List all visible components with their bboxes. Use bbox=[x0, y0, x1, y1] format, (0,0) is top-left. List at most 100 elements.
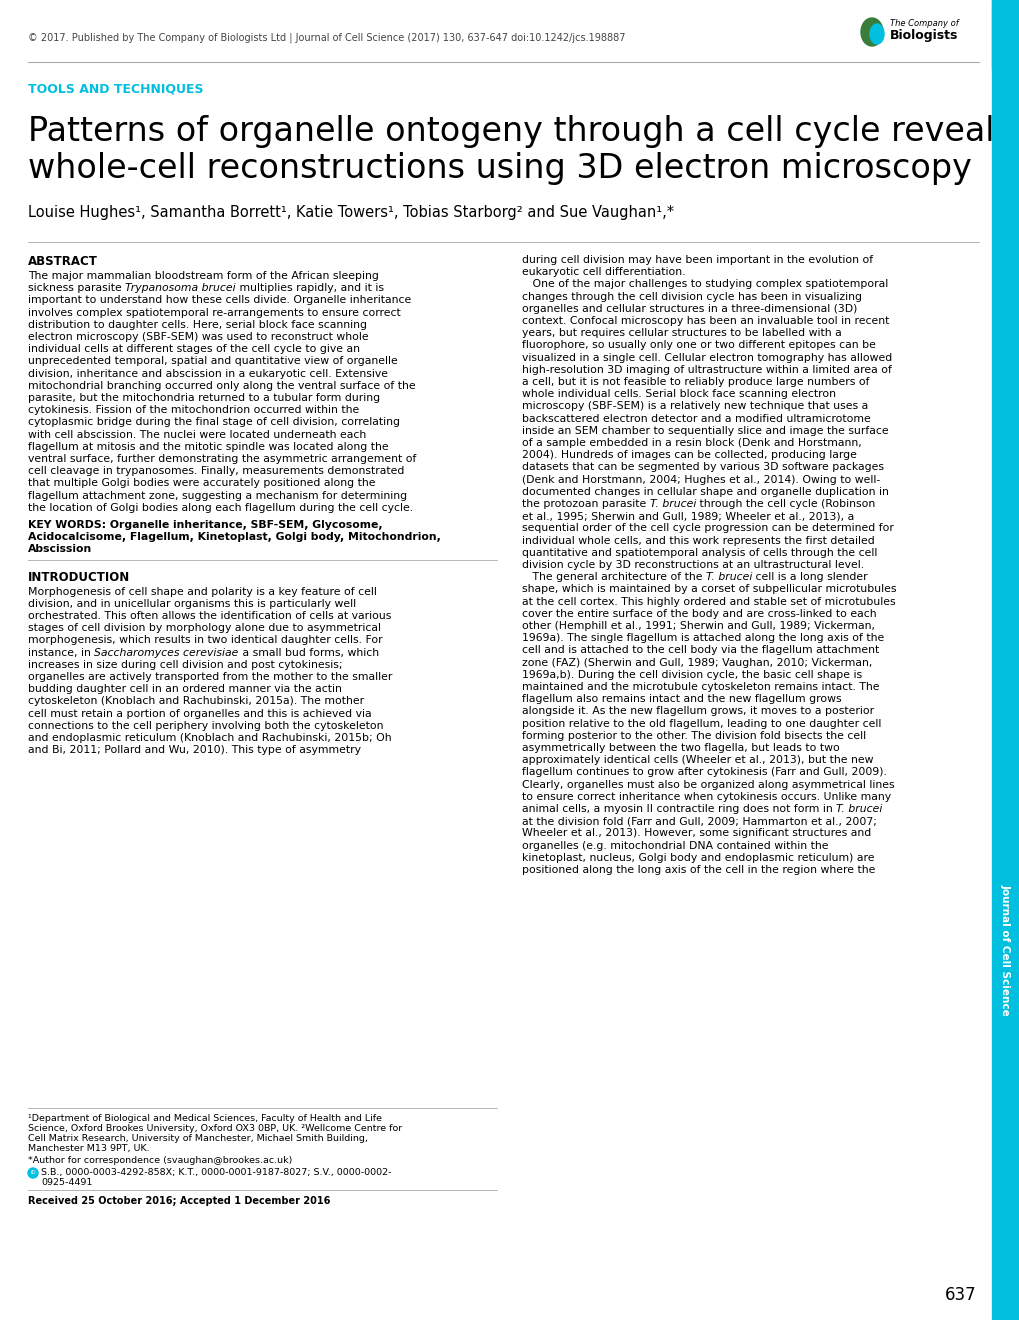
Text: years, but requires cellular structures to be labelled with a: years, but requires cellular structures … bbox=[522, 329, 841, 338]
Text: organelles (e.g. mitochondrial DNA contained within the: organelles (e.g. mitochondrial DNA conta… bbox=[522, 841, 827, 850]
Text: cell cleavage in trypanosomes. Finally, measurements demonstrated: cell cleavage in trypanosomes. Finally, … bbox=[28, 466, 404, 477]
Ellipse shape bbox=[860, 18, 882, 46]
Text: 637: 637 bbox=[945, 1286, 976, 1304]
Text: sickness parasite: sickness parasite bbox=[28, 284, 125, 293]
Text: unprecedented temporal, spatial and quantitative view of organelle: unprecedented temporal, spatial and quan… bbox=[28, 356, 397, 367]
Text: documented changes in cellular shape and organelle duplication in: documented changes in cellular shape and… bbox=[522, 487, 888, 496]
Text: flagellum at mitosis and the mitotic spindle was located along the: flagellum at mitosis and the mitotic spi… bbox=[28, 442, 388, 451]
Text: cytoskeleton (Knoblach and Rachubinski, 2015a). The mother: cytoskeleton (Knoblach and Rachubinski, … bbox=[28, 697, 364, 706]
Text: increases in size during cell division and post cytokinesis;: increases in size during cell division a… bbox=[28, 660, 342, 669]
Text: the location of Golgi bodies along each flagellum during the cell cycle.: the location of Golgi bodies along each … bbox=[28, 503, 413, 512]
Text: S.B., 0000-0003-4292-858X; K.T., 0000-0001-9187-8027; S.V., 0000-0002-: S.B., 0000-0003-4292-858X; K.T., 0000-00… bbox=[41, 1168, 391, 1177]
Text: Louise Hughes¹, Samantha Borrett¹, Katie Towers¹, Tobias Starborg² and Sue Vaugh: Louise Hughes¹, Samantha Borrett¹, Katie… bbox=[28, 205, 674, 220]
Text: positioned along the long axis of the cell in the region where the: positioned along the long axis of the ce… bbox=[522, 865, 874, 875]
Text: fluorophore, so usually only one or two different epitopes can be: fluorophore, so usually only one or two … bbox=[522, 341, 875, 350]
Circle shape bbox=[28, 1168, 38, 1177]
Text: whole individual cells. Serial block face scanning electron: whole individual cells. Serial block fac… bbox=[522, 389, 836, 399]
Text: at the division fold (Farr and Gull, 2009; Hammarton et al., 2007;: at the division fold (Farr and Gull, 200… bbox=[522, 816, 876, 826]
Text: *Author for correspondence (svaughan@brookes.ac.uk): *Author for correspondence (svaughan@bro… bbox=[28, 1156, 292, 1166]
Text: mitochondrial branching occurred only along the ventral surface of the: mitochondrial branching occurred only al… bbox=[28, 380, 415, 391]
Text: T. brucei: T. brucei bbox=[836, 804, 881, 814]
Text: with cell abscission. The nuclei were located underneath each: with cell abscission. The nuclei were lo… bbox=[28, 429, 366, 440]
Text: through the cell cycle (Robinson: through the cell cycle (Robinson bbox=[695, 499, 874, 510]
Text: Manchester M13 9PT, UK.: Manchester M13 9PT, UK. bbox=[28, 1144, 150, 1152]
Text: to ensure correct inheritance when cytokinesis occurs. Unlike many: to ensure correct inheritance when cytok… bbox=[522, 792, 891, 801]
Text: Biologists: Biologists bbox=[890, 29, 958, 42]
Text: forming posterior to the other. The division fold bisects the cell: forming posterior to the other. The divi… bbox=[522, 731, 865, 741]
Text: 0925-4491: 0925-4491 bbox=[41, 1177, 93, 1187]
Text: multiplies rapidly, and it is: multiplies rapidly, and it is bbox=[235, 284, 383, 293]
Text: Wheeler et al., 2013). However, some significant structures and: Wheeler et al., 2013). However, some sig… bbox=[522, 829, 870, 838]
Text: involves complex spatiotemporal re-arrangements to ensure correct: involves complex spatiotemporal re-arran… bbox=[28, 308, 400, 318]
Text: TOOLS AND TECHNIQUES: TOOLS AND TECHNIQUES bbox=[28, 82, 204, 95]
Text: Trypanosoma brucei: Trypanosoma brucei bbox=[125, 284, 235, 293]
Text: division cycle by 3D reconstructions at an ultrastructural level.: division cycle by 3D reconstructions at … bbox=[522, 560, 863, 570]
Text: microscopy (SBF-SEM) is a relatively new technique that uses a: microscopy (SBF-SEM) is a relatively new… bbox=[522, 401, 867, 412]
Text: cell is a long slender: cell is a long slender bbox=[752, 572, 867, 582]
Text: 2004). Hundreds of images can be collected, producing large: 2004). Hundreds of images can be collect… bbox=[522, 450, 856, 461]
Text: KEY WORDS: Organelle inheritance, SBF-SEM, Glycosome,: KEY WORDS: Organelle inheritance, SBF-SE… bbox=[28, 520, 382, 531]
Text: eukaryotic cell differentiation.: eukaryotic cell differentiation. bbox=[522, 267, 685, 277]
Text: stages of cell division by morphology alone due to asymmetrical: stages of cell division by morphology al… bbox=[28, 623, 381, 634]
Text: ventral surface, further demonstrating the asymmetric arrangement of: ventral surface, further demonstrating t… bbox=[28, 454, 416, 465]
Text: parasite, but the mitochondria returned to a tubular form during: parasite, but the mitochondria returned … bbox=[28, 393, 380, 403]
Text: kinetoplast, nucleus, Golgi body and endoplasmic reticulum) are: kinetoplast, nucleus, Golgi body and end… bbox=[522, 853, 873, 863]
Text: context. Confocal microscopy has been an invaluable tool in recent: context. Confocal microscopy has been an… bbox=[522, 315, 889, 326]
Text: cover the entire surface of the body and are cross-linked to each: cover the entire surface of the body and… bbox=[522, 609, 875, 619]
Text: connections to the cell periphery involving both the cytoskeleton: connections to the cell periphery involv… bbox=[28, 721, 383, 731]
Text: the protozoan parasite: the protozoan parasite bbox=[522, 499, 649, 510]
Text: T. brucei: T. brucei bbox=[705, 572, 752, 582]
Text: a small bud forms, which: a small bud forms, which bbox=[238, 648, 378, 657]
Text: sequential order of the cell cycle progression can be determined for: sequential order of the cell cycle progr… bbox=[522, 524, 893, 533]
Text: 1969a). The single flagellum is attached along the long axis of the: 1969a). The single flagellum is attached… bbox=[522, 634, 883, 643]
Text: Abscission: Abscission bbox=[28, 544, 92, 554]
Text: morphogenesis, which results in two identical daughter cells. For: morphogenesis, which results in two iden… bbox=[28, 635, 382, 645]
Text: a cell, but it is not feasible to reliably produce large numbers of: a cell, but it is not feasible to reliab… bbox=[522, 378, 868, 387]
Text: individual cells at different stages of the cell cycle to give an: individual cells at different stages of … bbox=[28, 345, 360, 354]
Text: distribution to daughter cells. Here, serial block face scanning: distribution to daughter cells. Here, se… bbox=[28, 319, 367, 330]
Text: changes through the cell division cycle has been in visualizing: changes through the cell division cycle … bbox=[522, 292, 861, 301]
Text: flagellum attachment zone, suggesting a mechanism for determining: flagellum attachment zone, suggesting a … bbox=[28, 491, 407, 500]
Text: The general architecture of the: The general architecture of the bbox=[522, 572, 705, 582]
Text: Clearly, organelles must also be organized along asymmetrical lines: Clearly, organelles must also be organiz… bbox=[522, 780, 894, 789]
Text: that multiple Golgi bodies were accurately positioned along the: that multiple Golgi bodies were accurate… bbox=[28, 478, 375, 488]
Text: animal cells, a myosin II contractile ring does not form in: animal cells, a myosin II contractile ri… bbox=[522, 804, 836, 814]
Text: cell must retain a portion of organelles and this is achieved via: cell must retain a portion of organelles… bbox=[28, 709, 371, 718]
Text: important to understand how these cells divide. Organelle inheritance: important to understand how these cells … bbox=[28, 296, 411, 305]
Text: budding daughter cell in an ordered manner via the actin: budding daughter cell in an ordered mann… bbox=[28, 684, 341, 694]
Text: Saccharomyces cerevisiae: Saccharomyces cerevisiae bbox=[95, 648, 238, 657]
Text: and Bi, 2011; Pollard and Wu, 2010). This type of asymmetry: and Bi, 2011; Pollard and Wu, 2010). Thi… bbox=[28, 746, 361, 755]
Text: Received 25 October 2016; Accepted 1 December 2016: Received 25 October 2016; Accepted 1 Dec… bbox=[28, 1196, 330, 1206]
Text: alongside it. As the new flagellum grows, it moves to a posterior: alongside it. As the new flagellum grows… bbox=[522, 706, 873, 717]
Text: quantitative and spatiotemporal analysis of cells through the cell: quantitative and spatiotemporal analysis… bbox=[522, 548, 876, 558]
Text: The Company of: The Company of bbox=[890, 20, 958, 29]
Text: Science, Oxford Brookes University, Oxford OX3 0BP, UK. ²Wellcome Centre for: Science, Oxford Brookes University, Oxfo… bbox=[28, 1125, 401, 1133]
Text: inside an SEM chamber to sequentially slice and image the surface: inside an SEM chamber to sequentially sl… bbox=[522, 426, 888, 436]
Text: organelles and cellular structures in a three-dimensional (3D): organelles and cellular structures in a … bbox=[522, 304, 857, 314]
Bar bbox=[991, 0, 1019, 1320]
Text: shape, which is maintained by a corset of subpellicular microtubules: shape, which is maintained by a corset o… bbox=[522, 585, 896, 594]
Text: © 2017. Published by The Company of Biologists Ltd | Journal of Cell Science (20: © 2017. Published by The Company of Biol… bbox=[28, 33, 625, 44]
Text: instance, in: instance, in bbox=[28, 648, 95, 657]
Text: individual whole cells, and this work represents the first detailed: individual whole cells, and this work re… bbox=[522, 536, 874, 545]
Text: Journal of Cell Science: Journal of Cell Science bbox=[1000, 884, 1010, 1016]
Text: orchestrated. This often allows the identification of cells at various: orchestrated. This often allows the iden… bbox=[28, 611, 391, 620]
Text: The major mammalian bloodstream form of the African sleeping: The major mammalian bloodstream form of … bbox=[28, 271, 378, 281]
Text: visualized in a single cell. Cellular electron tomography has allowed: visualized in a single cell. Cellular el… bbox=[522, 352, 892, 363]
Text: Patterns of organelle ontogeny through a cell cycle revealed by: Patterns of organelle ontogeny through a… bbox=[28, 115, 1019, 148]
Text: One of the major challenges to studying complex spatiotemporal: One of the major challenges to studying … bbox=[522, 280, 888, 289]
Text: Morphogenesis of cell shape and polarity is a key feature of cell: Morphogenesis of cell shape and polarity… bbox=[28, 586, 376, 597]
Text: datasets that can be segmented by various 3D software packages: datasets that can be segmented by variou… bbox=[522, 462, 883, 473]
Text: INTRODUCTION: INTRODUCTION bbox=[28, 570, 130, 583]
Text: (Denk and Horstmann, 2004; Hughes et al., 2014). Owing to well-: (Denk and Horstmann, 2004; Hughes et al.… bbox=[522, 475, 879, 484]
Text: cell and is attached to the cell body via the flagellum attachment: cell and is attached to the cell body vi… bbox=[522, 645, 878, 656]
Text: maintained and the microtubule cytoskeleton remains intact. The: maintained and the microtubule cytoskele… bbox=[522, 682, 878, 692]
Text: backscattered electron detector and a modified ultramicrotome: backscattered electron detector and a mo… bbox=[522, 413, 870, 424]
Text: high-resolution 3D imaging of ultrastructure within a limited area of: high-resolution 3D imaging of ultrastruc… bbox=[522, 364, 891, 375]
Text: asymmetrically between the two flagella, but leads to two: asymmetrically between the two flagella,… bbox=[522, 743, 839, 752]
Text: ¹Department of Biological and Medical Sciences, Faculty of Health and Life: ¹Department of Biological and Medical Sc… bbox=[28, 1114, 382, 1123]
Text: division, and in unicellular organisms this is particularly well: division, and in unicellular organisms t… bbox=[28, 599, 356, 609]
Text: zone (FAZ) (Sherwin and Gull, 1989; Vaughan, 2010; Vickerman,: zone (FAZ) (Sherwin and Gull, 1989; Vaug… bbox=[522, 657, 871, 668]
Text: iD: iD bbox=[31, 1171, 36, 1176]
Text: flagellum also remains intact and the new flagellum grows: flagellum also remains intact and the ne… bbox=[522, 694, 841, 704]
